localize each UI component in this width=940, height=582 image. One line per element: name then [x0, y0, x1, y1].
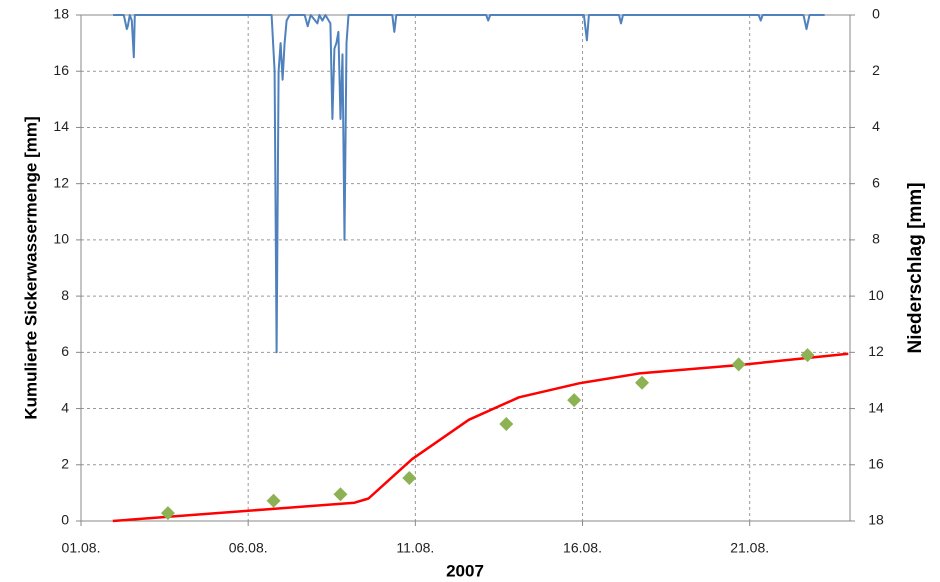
x-tick-label: 16.08.: [563, 540, 602, 556]
y2-tick-label: 4: [872, 118, 880, 134]
marker: [266, 493, 281, 508]
y-tick-label: 6: [61, 343, 69, 359]
x-tick-label: 11.08.: [396, 540, 434, 556]
y2-tick-label: 8: [872, 231, 880, 247]
x-tick-label: 01.08.: [62, 540, 101, 556]
marker: [499, 417, 514, 432]
y-tick-label: 2: [61, 455, 69, 471]
y2-tick-label: 2: [872, 62, 880, 78]
y-tick-label: 10: [53, 231, 69, 247]
marker: [333, 487, 348, 502]
marker: [402, 470, 417, 485]
y2-tick-label: 12: [868, 343, 884, 359]
line: [113, 14, 825, 354]
y-tick-label: 0: [61, 512, 69, 528]
x-axis-title: 2007: [446, 561, 484, 580]
y-tick-label: 16: [53, 62, 69, 78]
marker: [160, 506, 175, 521]
y2-tick-label: 10: [868, 287, 884, 303]
y-tick-label: 14: [53, 118, 69, 134]
y2-tick-label: 18: [868, 512, 884, 528]
y-tick-label: 8: [61, 287, 69, 303]
y-tick-label: 18: [53, 6, 69, 22]
x-tick-label: 21.08.: [730, 540, 769, 556]
marker: [800, 348, 815, 363]
y2-axis-title: Niederschlag [mm]: [905, 182, 926, 353]
y2-tick-label: 6: [872, 174, 880, 190]
y-axis-title: Kumulierte Sickerwassermenge [mm]: [21, 116, 40, 419]
y2-tick-label: 14: [868, 399, 884, 415]
y2-tick-label: 0: [872, 6, 880, 22]
line: [112, 352, 849, 523]
y-tick-label: 4: [61, 399, 69, 415]
y2-tick-label: 16: [868, 455, 884, 471]
marker: [567, 393, 582, 408]
marker: [635, 375, 650, 390]
marker: [731, 357, 746, 372]
y-tick-label: 12: [53, 174, 69, 190]
x-tick-label: 06.08.: [229, 540, 268, 556]
